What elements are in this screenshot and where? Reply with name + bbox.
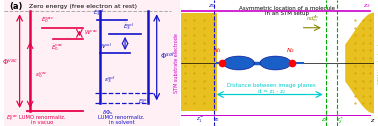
FancyBboxPatch shape [4,0,180,126]
Text: STM substrate electrode: STM substrate electrode [174,33,180,93]
Ellipse shape [260,56,291,70]
Text: $\varepsilon_3^{sol}$: $\varepsilon_3^{sol}$ [104,74,116,85]
Text: $E_F^{sol}$: $E_F^{sol}$ [138,96,150,107]
Text: $N_1$: $N_1$ [213,46,222,55]
Text: $z_0$: $z_0$ [208,2,215,10]
Text: Zero energy (free electron at rest): Zero energy (free electron at rest) [29,4,137,9]
Text: $\tilde{E}_0^{vac}$: $\tilde{E}_0^{vac}$ [51,42,64,53]
Polygon shape [345,13,374,113]
Text: $E_F^{vac}$: $E_F^{vac}$ [6,114,18,123]
Text: $\Phi^{sol}$: $\Phi^{sol}$ [160,51,175,62]
Text: $z_0$: $z_0$ [213,116,220,124]
Ellipse shape [223,56,254,70]
Text: LUMO renormaliz.
in solvent: LUMO renormaliz. in solvent [98,115,145,125]
Text: $z_2$: $z_2$ [321,116,327,124]
Text: $\tilde{E}_3^{sol}$: $\tilde{E}_3^{sol}$ [123,22,135,32]
Text: Asymmetric location of a molecule
in an STM setup: Asymmetric location of a molecule in an … [239,6,335,17]
Text: LUMO renormaliz.
in vacuo: LUMO renormaliz. in vacuo [19,115,66,125]
Text: $\varepsilon_0^{vac}$: $\varepsilon_0^{vac}$ [34,71,48,80]
Text: $z_2^+$: $z_2^+$ [336,115,345,125]
Text: $\delta\Phi_s$: $\delta\Phi_s$ [102,108,113,117]
Text: $W^{sol}$: $W^{sol}$ [99,42,112,51]
Text: $E_0^{vac}$: $E_0^{vac}$ [41,15,54,25]
Text: $z$: $z$ [370,117,375,124]
Bar [181,13,217,111]
Text: (a): (a) [9,2,22,11]
Text: Distance between image planes
d = z₁ - z₂: Distance between image planes d = z₁ - z… [227,83,316,94]
Text: $E_3^{sol}$: $E_3^{sol}$ [93,7,105,18]
Text: $N_2$: $N_2$ [287,46,296,55]
Text: $z_2$: $z_2$ [363,2,370,10]
Text: $z_1^-$: $z_1^-$ [196,116,204,125]
Text: $nd_{m}^{A_n}$: $nd_{m}^{A_n}$ [306,13,319,24]
Text: $\Phi^{vac}$: $\Phi^{vac}$ [2,57,18,67]
Text: $W^{vac}$: $W^{vac}$ [84,29,98,38]
